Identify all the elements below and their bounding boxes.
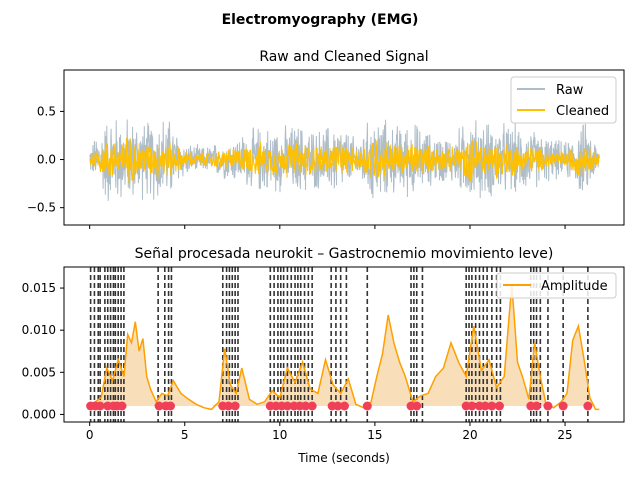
peak-marker [223, 401, 233, 411]
peak-marker [333, 401, 343, 411]
peak-markers [86, 401, 593, 411]
peak-marker [480, 401, 490, 411]
peak-marker [532, 401, 542, 411]
peak-marker [154, 401, 164, 411]
peak-marker [230, 401, 240, 411]
peak-marker [282, 401, 292, 411]
top-plot-frame [63, 69, 625, 226]
bottom-chart-title: Señal procesada neurokit – Gastrocnemio … [135, 246, 554, 262]
bottom-x-tick-label: 20 [462, 428, 477, 442]
bottom-x-tick-label: 5 [181, 428, 189, 442]
bottom-y-tick-label: 0.015 [22, 281, 56, 295]
peak-marker [339, 401, 349, 411]
legend-cleaned-label: Cleaned [556, 104, 609, 119]
peak-marker [487, 401, 497, 411]
bottom-axes: 0 5 10 15 20 25 0.000 0.005 0.010 0.015 [22, 281, 573, 442]
peak-marker [307, 401, 317, 411]
bottom-x-tick-label: 0 [86, 428, 94, 442]
peak-marker [543, 401, 553, 411]
bottom-legend: Amplitude [496, 272, 617, 299]
bottom-x-tick-label: 25 [557, 428, 572, 442]
x-axis-label: Time (seconds) [297, 451, 390, 465]
peak-marker [467, 401, 477, 411]
bottom-y-tick-label: 0.010 [22, 323, 56, 337]
raw-cleaned-panel: Raw and Cleaned Signal −0.5 0.0 0.5 Raw Cl… [27, 49, 625, 229]
peak-marker [494, 401, 504, 411]
peak-marker [583, 401, 593, 411]
top-chart-title: Raw and Cleaned Signal [259, 49, 428, 65]
top-y-tick-label: 0.0 [37, 153, 56, 167]
bottom-plot-frame [63, 266, 625, 423]
cleaned-trace [89, 137, 600, 184]
peak-marker [300, 401, 310, 411]
top-y-tick-label: 0.5 [37, 104, 56, 118]
bottom-legend-box [496, 272, 617, 299]
top-axes: −0.5 0.0 0.5 [27, 104, 566, 229]
peak-marker [362, 401, 372, 411]
processed-panel: Señal procesada neurokit – Gastrocnemio … [22, 246, 625, 465]
legend-amplitude-label: Amplitude [541, 279, 608, 294]
bottom-y-tick-label: 0.005 [22, 365, 56, 379]
top-y-tick-label: −0.5 [27, 201, 56, 215]
peak-marker [412, 401, 422, 411]
amplitude-series-line [89, 283, 600, 411]
peak-marker [95, 401, 105, 411]
peak-marker [165, 401, 175, 411]
bottom-x-tick-label: 15 [367, 428, 382, 442]
top-legend: Raw Cleaned [510, 76, 617, 124]
bottom-x-tick-label: 10 [272, 428, 287, 442]
cleaned-series-line [89, 137, 600, 184]
figure-title: Electromyography (EMG) [222, 12, 419, 28]
legend-raw-label: Raw [556, 83, 584, 98]
peak-marker [558, 401, 568, 411]
amplitude-trace [89, 283, 600, 411]
peak-marker [117, 401, 127, 411]
bottom-y-tick-label: 0.000 [22, 407, 56, 421]
